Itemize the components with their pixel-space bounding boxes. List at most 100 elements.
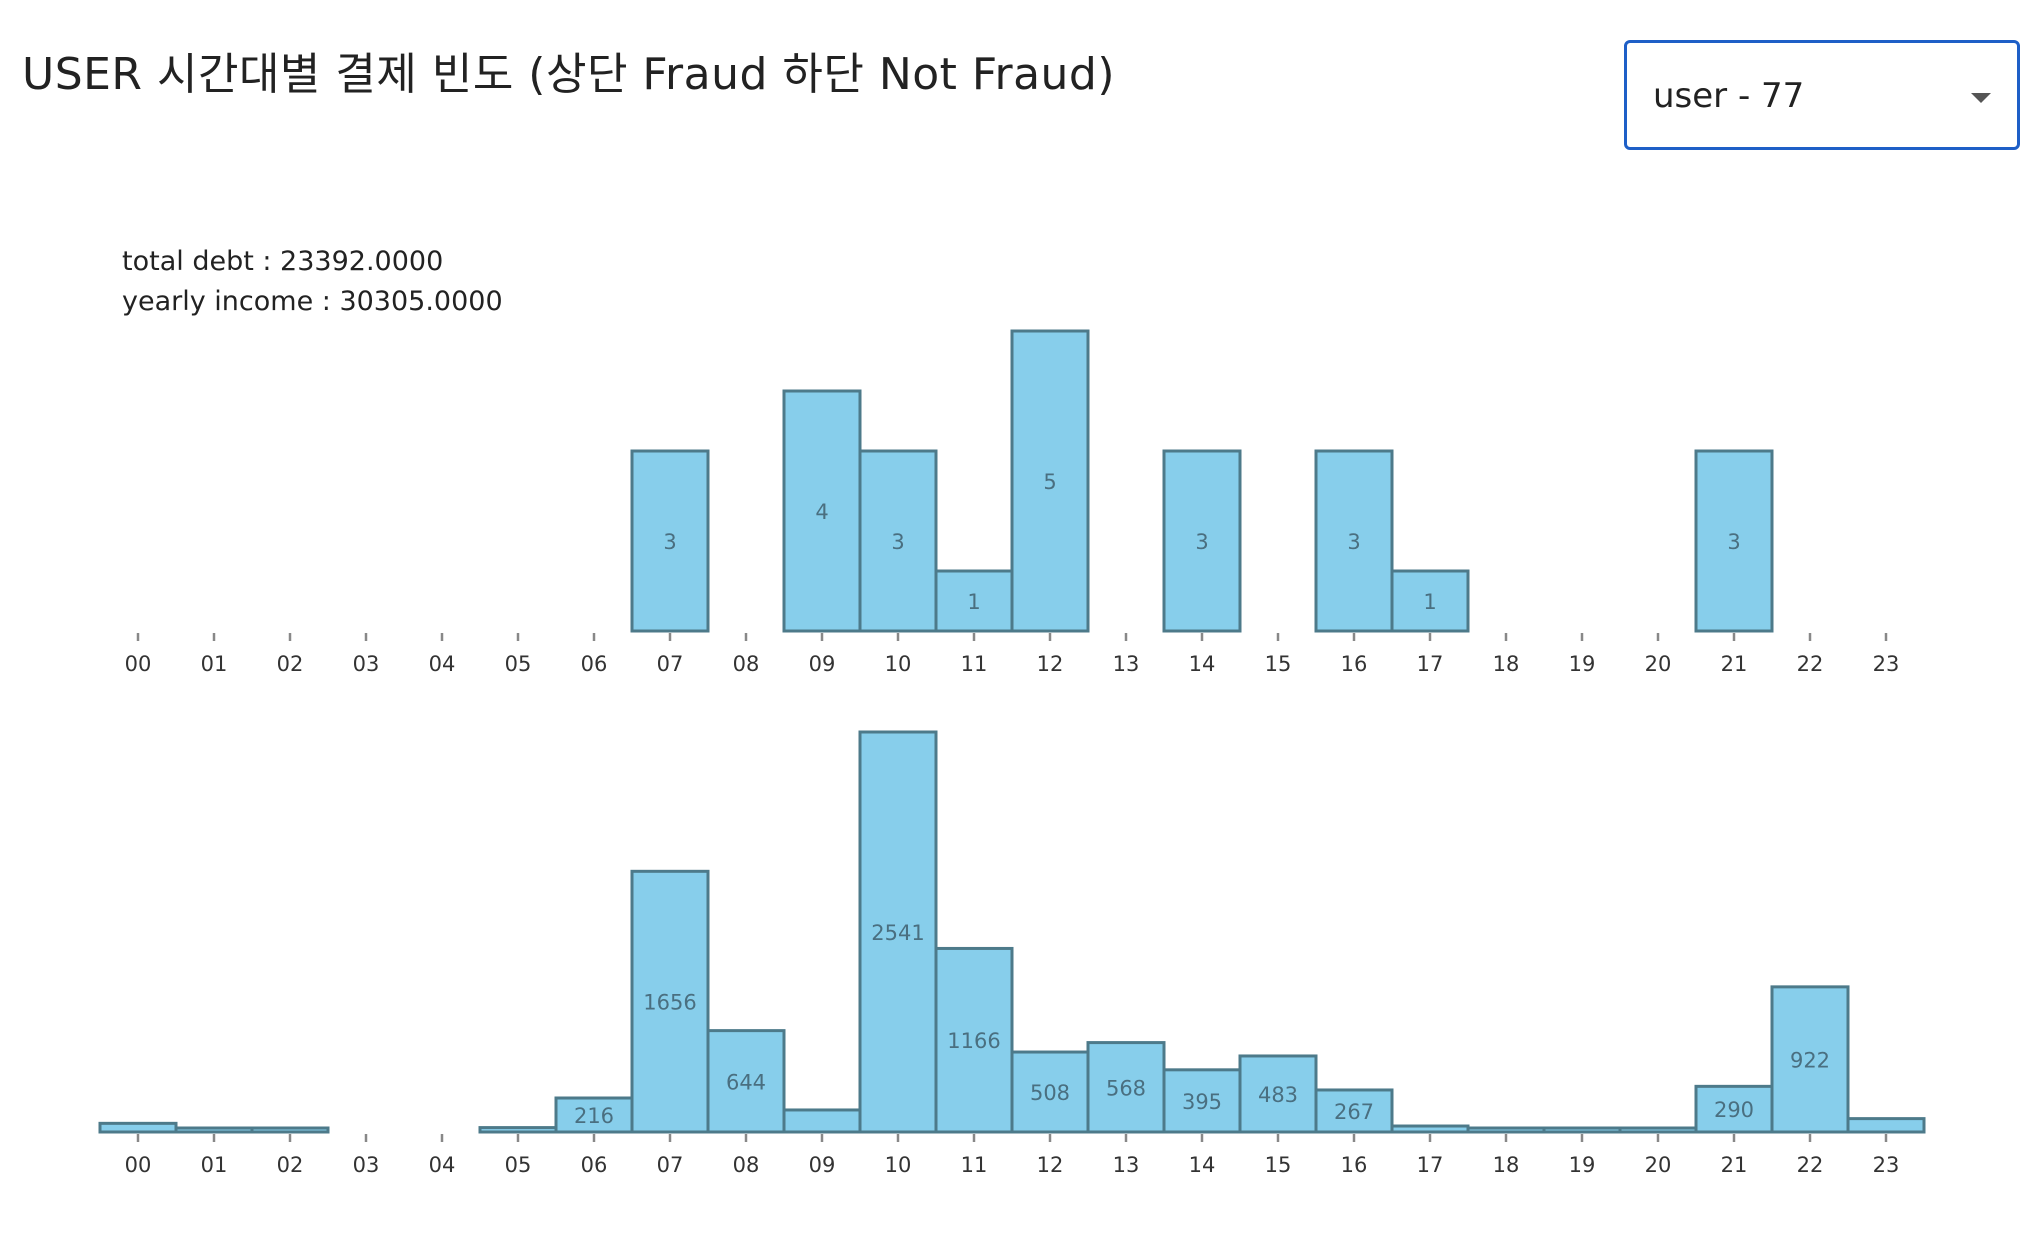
tick-label-fraud-04: 04 (429, 652, 456, 676)
bar-not-fraud-18 (1466, 1126, 1546, 1134)
bar-not-fraud-12 (1010, 1050, 1090, 1134)
bar-not-fraud-02 (250, 1126, 330, 1134)
tick-label-not-fraud-21: 21 (1721, 1153, 1748, 1177)
bar-not-fraud-13 (1086, 1041, 1166, 1134)
user-select-value: user - 77 (1653, 76, 1805, 116)
tick-label-not-fraud-08: 08 (733, 1153, 760, 1177)
tick-label-not-fraud-09: 09 (809, 1153, 836, 1177)
bar-label-fraud-11: 1 (967, 590, 980, 614)
tick-label-fraud-14: 14 (1189, 652, 1216, 676)
bar-fraud-14 (1162, 449, 1242, 633)
tick-label-fraud-15: 15 (1265, 652, 1292, 676)
tick-label-not-fraud-19: 19 (1569, 1153, 1596, 1177)
total-debt-text: total debt : 23392.0000 (122, 246, 444, 277)
bar-not-fraud-01 (174, 1126, 254, 1134)
bar-not-fraud-17 (1390, 1124, 1470, 1134)
tick-label-fraud-01: 01 (201, 652, 228, 676)
tick-label-fraud-10: 10 (885, 652, 912, 676)
tick-label-fraud-00: 00 (125, 652, 152, 676)
tick-label-fraud-07: 07 (657, 652, 684, 676)
tick-label-not-fraud-13: 13 (1113, 1153, 1140, 1177)
bar-not-fraud-19 (1542, 1126, 1622, 1134)
tick-label-not-fraud-11: 11 (961, 1153, 988, 1177)
tick-label-fraud-12: 12 (1037, 652, 1064, 676)
bar-fraud-07 (630, 449, 710, 633)
user-select[interactable]: user - 77 (1624, 40, 2020, 150)
bar-label-fraud-14: 3 (1195, 530, 1208, 554)
bar-label-fraud-12: 5 (1043, 470, 1056, 494)
tick-label-not-fraud-02: 02 (277, 1153, 304, 1177)
bar-label-fraud-16: 3 (1347, 530, 1360, 554)
bar-label-not-fraud-13: 568 (1106, 1076, 1146, 1100)
bar-label-not-fraud-21: 290 (1714, 1098, 1754, 1122)
page-title: USER 시간대별 결제 빈도 (상단 Fraud 하단 Not Fraud) (22, 49, 1116, 100)
bar-label-fraud-07: 3 (663, 530, 676, 554)
bar-not-fraud-22 (1770, 985, 1850, 1134)
tick-label-fraud-09: 09 (809, 652, 836, 676)
tick-label-not-fraud-03: 03 (353, 1153, 380, 1177)
tick-label-not-fraud-05: 05 (505, 1153, 532, 1177)
tick-label-fraud-05: 05 (505, 652, 532, 676)
tick-label-fraud-08: 08 (733, 652, 760, 676)
tick-label-fraud-03: 03 (353, 652, 380, 676)
tick-label-not-fraud-07: 07 (657, 1153, 684, 1177)
tick-label-not-fraud-15: 15 (1265, 1153, 1292, 1177)
bar-not-fraud-21 (1694, 1084, 1774, 1134)
bar-fraud-11 (934, 569, 1014, 633)
bar-not-fraud-20 (1618, 1126, 1698, 1134)
bar-label-not-fraud-16: 267 (1334, 1100, 1374, 1124)
tick-label-not-fraud-00: 00 (125, 1153, 152, 1177)
bar-not-fraud-06 (554, 1096, 634, 1134)
tick-label-fraud-23: 23 (1873, 652, 1900, 676)
tick-label-not-fraud-12: 12 (1037, 1153, 1064, 1177)
tick-label-not-fraud-06: 06 (581, 1153, 608, 1177)
tick-label-not-fraud-16: 16 (1341, 1153, 1368, 1177)
bar-label-not-fraud-11: 1166 (947, 1029, 1000, 1053)
bar-fraud-12 (1010, 329, 1090, 633)
bar-not-fraud-00 (98, 1121, 178, 1134)
tick-label-fraud-11: 11 (961, 652, 988, 676)
tick-label-not-fraud-14: 14 (1189, 1153, 1216, 1177)
tick-label-fraud-02: 02 (277, 652, 304, 676)
tick-label-not-fraud-18: 18 (1493, 1153, 1520, 1177)
bar-not-fraud-08 (706, 1029, 786, 1134)
bar-label-not-fraud-06: 216 (574, 1104, 614, 1128)
tick-label-fraud-18: 18 (1493, 652, 1520, 676)
bar-label-not-fraud-15: 483 (1258, 1083, 1298, 1107)
tick-label-fraud-17: 17 (1417, 652, 1444, 676)
bar-not-fraud-15 (1238, 1054, 1318, 1134)
tick-label-not-fraud-23: 23 (1873, 1153, 1900, 1177)
bar-not-fraud-11 (934, 946, 1014, 1134)
bar-not-fraud-05 (478, 1126, 558, 1134)
bar-label-fraud-21: 3 (1727, 530, 1740, 554)
bar-fraud-17 (1390, 569, 1470, 633)
bar-label-not-fraud-12: 508 (1030, 1081, 1070, 1105)
tick-label-fraud-16: 16 (1341, 652, 1368, 676)
chart-not-fraud: 00 01 02 03 04 05 216 06 1656 07 644 08 09 2541 10 1166… (98, 730, 1926, 1177)
tick-label-not-fraud-20: 20 (1645, 1153, 1672, 1177)
bar-not-fraud-09 (782, 1108, 862, 1134)
bar-label-not-fraud-08: 644 (726, 1070, 766, 1094)
tick-label-fraud-13: 13 (1113, 652, 1140, 676)
tick-label-fraud-22: 22 (1797, 652, 1824, 676)
bar-not-fraud-10 (858, 730, 938, 1134)
bar-label-fraud-09: 4 (815, 500, 828, 524)
tick-label-fraud-20: 20 (1645, 652, 1672, 676)
bar-not-fraud-16 (1314, 1088, 1394, 1134)
bar-not-fraud-23 (1846, 1117, 1926, 1134)
bar-label-not-fraud-22: 922 (1790, 1048, 1830, 1072)
tick-label-not-fraud-10: 10 (885, 1153, 912, 1177)
yearly-income-text: yearly income : 30305.0000 (122, 286, 503, 317)
bar-fraud-21 (1694, 449, 1774, 633)
bar-label-fraud-10: 3 (891, 530, 904, 554)
bar-label-fraud-17: 1 (1423, 590, 1436, 614)
bar-fraud-10 (858, 449, 938, 633)
tick-label-not-fraud-22: 22 (1797, 1153, 1824, 1177)
bar-label-not-fraud-14: 395 (1182, 1090, 1222, 1114)
bar-not-fraud-07 (630, 869, 710, 1134)
tick-label-not-fraud-01: 01 (201, 1153, 228, 1177)
bar-fraud-16 (1314, 449, 1394, 633)
tick-label-fraud-21: 21 (1721, 652, 1748, 676)
